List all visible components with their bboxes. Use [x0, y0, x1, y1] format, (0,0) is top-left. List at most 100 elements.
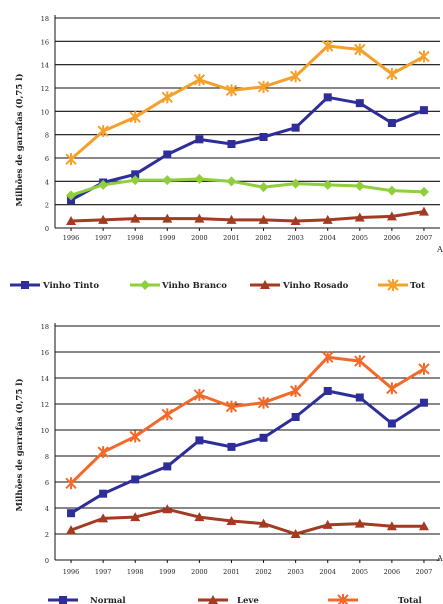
data-point — [193, 73, 206, 86]
data-point — [322, 351, 334, 364]
data-point — [355, 393, 364, 402]
data-point — [387, 419, 396, 428]
x-tick-label: 2001 — [223, 568, 240, 576]
x-tick-label: 2004 — [319, 568, 336, 576]
data-point — [258, 214, 269, 224]
legend-item: Vinho Branco — [130, 280, 227, 291]
data-point — [386, 68, 398, 80]
series-line — [70, 177, 425, 197]
data-point — [258, 518, 269, 528]
y-axis-label: Milhões de garrafas (0,75 l) — [14, 379, 25, 512]
data-point — [195, 436, 204, 445]
legend-item: Normal — [48, 596, 126, 604]
chart-bottom: Milhões de garrafas (0,75 l) A 0 2 4 6 8 10 12… — [14, 323, 443, 604]
data-point — [226, 516, 237, 525]
data-point — [355, 99, 364, 108]
data-point — [65, 153, 77, 166]
data-point — [259, 433, 268, 442]
legend-label: Vinho Rosado — [282, 281, 349, 291]
data-point — [225, 400, 238, 413]
x-tick-label: 1997 — [95, 234, 112, 242]
legend-item: Vinho Rosado — [250, 280, 349, 291]
data-point — [162, 504, 173, 514]
data-point — [259, 133, 268, 141]
data-point — [290, 529, 301, 538]
data-point — [98, 179, 109, 190]
data-point — [260, 280, 270, 289]
x-tick-label: 2000 — [191, 568, 208, 576]
series-leve — [66, 504, 429, 538]
data-point — [163, 150, 172, 159]
series-line — [70, 44, 425, 161]
data-point — [130, 175, 141, 186]
x-tick-label: 2004 — [319, 234, 336, 242]
y-tick-label: 18 — [41, 15, 49, 23]
x-tick-label: 2007 — [416, 568, 433, 576]
series-vinho-rosado — [66, 206, 429, 225]
data-point — [162, 213, 173, 223]
data-point — [162, 175, 173, 186]
y-tick-label: 14 — [41, 375, 49, 383]
x-tick-label: 1999 — [159, 568, 176, 576]
data-point — [130, 213, 141, 223]
y-tick-label: 4 — [45, 178, 49, 186]
x-tick-label: 2006 — [384, 234, 401, 242]
data-point — [194, 213, 205, 223]
y-tick-label: 8 — [45, 453, 49, 461]
data-point — [323, 387, 332, 395]
data-point — [161, 91, 173, 104]
data-point — [227, 442, 236, 451]
legend-label: Normal — [90, 596, 126, 604]
data-point — [291, 123, 300, 132]
data-point — [65, 477, 77, 490]
data-point — [66, 216, 77, 225]
data-point — [386, 185, 397, 196]
legend-item: Vinho Tinto — [10, 281, 99, 291]
data-point — [418, 362, 430, 375]
data-point — [418, 206, 429, 216]
data-point — [98, 214, 109, 224]
series-vinho-branco — [66, 174, 429, 201]
data-point — [59, 596, 67, 604]
data-point — [225, 84, 238, 97]
data-point — [131, 170, 140, 179]
x-tick-label: 2000 — [191, 234, 208, 242]
data-point — [131, 475, 140, 484]
series-line — [70, 95, 425, 202]
data-point — [66, 525, 77, 535]
data-point — [140, 280, 150, 290]
x-tick-label: 1998 — [127, 568, 144, 576]
data-point — [354, 518, 365, 528]
x-tick-label: 2006 — [384, 568, 401, 576]
x-tick-label: 1996 — [63, 234, 80, 242]
x-tick-label: 2003 — [287, 234, 304, 242]
x-tick-label: 2005 — [352, 568, 369, 576]
legend-label: Tot — [410, 281, 425, 291]
legend-item: Leve — [198, 595, 259, 604]
data-point — [193, 388, 206, 401]
x-tick-label: 1998 — [127, 234, 144, 242]
y-tick-label: 12 — [41, 85, 49, 93]
x-tick-label: 2003 — [287, 568, 304, 576]
y-tick-label: 0 — [45, 225, 49, 233]
legend-label: Vinho Branco — [161, 281, 227, 291]
data-point — [418, 521, 429, 531]
y-tick-label: 6 — [45, 155, 49, 163]
x-tick-label: 1996 — [63, 568, 80, 576]
data-point — [323, 93, 332, 102]
y-tick-label: 6 — [45, 479, 49, 487]
y-tick-label: 16 — [41, 38, 49, 46]
data-point — [290, 216, 301, 225]
y-tick-label: 8 — [45, 132, 49, 140]
data-point — [354, 43, 366, 56]
data-point — [99, 489, 108, 498]
data-point — [418, 50, 430, 63]
data-point — [257, 396, 270, 409]
series-tot — [65, 40, 430, 166]
series-normal — [67, 387, 428, 518]
y-axis-label: Milhões de garrafas (0,75 l) — [14, 74, 25, 207]
data-point — [387, 119, 396, 127]
data-point — [386, 211, 397, 221]
x-tick-label: 2005 — [352, 234, 369, 242]
series-total — [65, 351, 430, 490]
